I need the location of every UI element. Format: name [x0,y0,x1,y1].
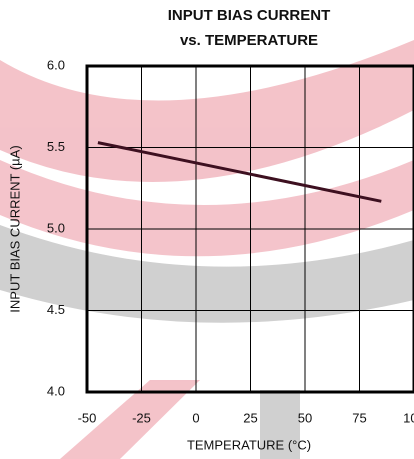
watermark-band [0,225,414,323]
x-tick-label: 100 [403,410,414,425]
watermark-shape [260,390,300,459]
watermark-band [0,160,414,257]
x-tick-label: 0 [192,410,199,425]
y-tick-label: 4.5 [47,302,65,317]
y-tick-label: 5.5 [47,139,65,154]
x-axis-label: TEMPERATURE (°C) [187,437,311,452]
watermark [0,40,414,459]
chart-subtitle: vs. TEMPERATURE [180,32,318,49]
x-tick-label: 50 [298,410,312,425]
x-tick-label: -50 [78,410,97,425]
data-line [97,141,382,203]
x-tick-label: 25 [243,410,257,425]
x-tick-label: 75 [352,410,366,425]
plot-frame [85,64,414,394]
chart-title: INPUT BIAS CURRENT [168,7,331,24]
y-axis-label: INPUT BIAS CURRENT (µA) [7,145,22,312]
watermark-band [0,40,414,182]
x-tick-label: -25 [132,410,151,425]
y-tick-label: 4.0 [47,383,65,398]
y-tick-label: 5.0 [47,220,65,235]
y-tick-label: 6.0 [47,57,65,72]
watermark-shape [60,380,200,459]
